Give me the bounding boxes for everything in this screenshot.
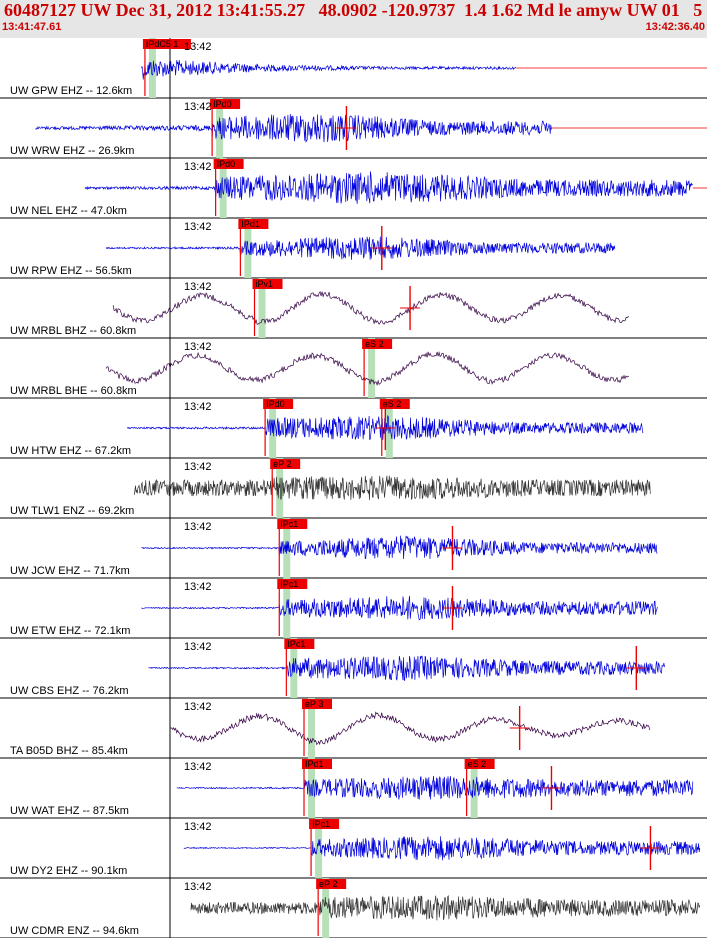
time-tick-label: 13:42	[184, 101, 212, 113]
pick-flag	[309, 819, 340, 829]
pick-label: IPc1	[287, 639, 305, 649]
time-tick-label: 13:42	[184, 161, 212, 173]
time-tick-label: 13:42	[184, 341, 212, 353]
pick-shade	[283, 578, 291, 638]
trace-waveform	[133, 475, 651, 501]
pick-label: IPd0	[213, 99, 232, 109]
pick-flag	[210, 99, 241, 109]
time-tick-label: 13:42	[184, 461, 212, 473]
pick-flag	[213, 159, 244, 169]
trace-waveform	[190, 894, 701, 921]
station-label: UW RPW EHZ -- 56.5km	[10, 265, 132, 277]
station-label: UW WAT EHZ -- 87.5km	[10, 805, 129, 817]
time-tick-label: 13:42	[184, 881, 212, 893]
trace-waveform	[169, 711, 651, 746]
pick-label: IPdC5 1	[146, 39, 179, 49]
time-tick-label: 13:42	[184, 41, 212, 53]
trace-waveform	[141, 595, 658, 621]
pick-label: eP 3	[305, 699, 323, 709]
pick-flag	[362, 339, 393, 349]
time-tick-label: 13:42	[184, 761, 212, 773]
trace-waveform	[176, 775, 694, 800]
station-label: UW ETW EHZ -- 72.1km	[10, 625, 130, 637]
pick-label: IPd1	[305, 759, 324, 769]
pick-shade	[308, 698, 316, 758]
start-time-label: 13:41:47.61	[2, 21, 62, 33]
pick-flag	[238, 219, 269, 229]
pick-flag	[142, 39, 191, 49]
pick-label: IPd0	[266, 399, 285, 409]
time-tick-label: 13:42	[184, 641, 212, 653]
time-tick-label: 13:42	[184, 281, 212, 293]
station-label: UW MRBL BHE -- 60.8km	[10, 385, 137, 397]
station-label: UW GPW EHZ -- 12.6km	[10, 85, 132, 97]
trace-waveform	[112, 291, 630, 325]
pick-label: eS 2	[365, 339, 384, 349]
trace-waveform	[84, 171, 693, 204]
pick-flag	[270, 459, 301, 469]
trace-waveform	[105, 351, 630, 387]
end-time-label: 13:42:36.40	[645, 21, 705, 33]
pick-flag	[302, 699, 333, 709]
station-label: UW DY2 EHZ -- 90.1km	[10, 865, 127, 877]
pick-label: eP 2	[273, 459, 291, 469]
trace-waveform	[148, 655, 665, 682]
station-label: UW NEL EHZ -- 47.0km	[10, 205, 127, 217]
event-title: 60487127 UW Dec 31, 2012 13:41:55.27 48.…	[4, 0, 703, 20]
time-tick-label: 13:42	[184, 821, 212, 833]
trace-waveform	[183, 836, 701, 861]
time-tick-label: 13:42	[184, 221, 212, 233]
pick-label: IPc1	[280, 579, 298, 589]
pick-label: eS 2	[383, 399, 402, 409]
time-tick-label: 13:42	[184, 581, 212, 593]
station-label: TA B05D BHZ -- 85.4km	[10, 745, 128, 757]
pick-flag	[302, 759, 333, 769]
pick-shade	[368, 338, 376, 398]
time-tick-label: 13:42	[184, 401, 212, 413]
station-label: UW CBS EHZ -- 76.2km	[10, 685, 129, 697]
pick-label: IPc1	[280, 519, 298, 529]
trace-waveform	[35, 113, 552, 143]
pick-label: IPd0	[217, 159, 236, 169]
header-bar: 60487127 UW Dec 31, 2012 13:41:55.27 48.…	[0, 0, 707, 38]
pick-flag	[252, 279, 283, 289]
pick-label: IPd1	[241, 219, 260, 229]
pick-shade	[315, 818, 323, 878]
station-label: UW CDMR ENZ -- 94.6km	[10, 925, 139, 937]
pick-shade	[148, 38, 156, 98]
station-label: UW TLW1 ENZ -- 69.2km	[10, 505, 134, 517]
trace-waveform	[141, 60, 517, 80]
pick-flag	[379, 399, 410, 409]
pick-shade	[219, 158, 227, 218]
pick-shade	[322, 878, 330, 938]
time-tick-label: 13:42	[184, 701, 212, 713]
station-label: UW WRW EHZ -- 26.9km	[10, 145, 134, 157]
station-label: UW MRBL BHZ -- 60.8km	[10, 325, 136, 337]
pick-flag	[277, 579, 308, 589]
trace-waveform	[141, 535, 658, 560]
pick-flag	[464, 759, 495, 769]
pick-flag	[284, 639, 315, 649]
pick-flag	[263, 399, 294, 409]
pick-flag	[277, 519, 308, 529]
station-label: UW JCW EHZ -- 71.7km	[10, 565, 130, 577]
pick-flag	[316, 879, 347, 889]
station-label: UW HTW EHZ -- 67.2km	[10, 445, 131, 457]
pick-label: eS 2	[468, 759, 487, 769]
pick-shade	[258, 278, 266, 338]
time-tick-label: 13:42	[184, 521, 212, 533]
pick-label: iPv1	[256, 279, 274, 289]
trace-waveform	[105, 236, 616, 260]
pick-label: eP 2	[319, 879, 337, 889]
pick-label: IPc1	[312, 819, 330, 829]
